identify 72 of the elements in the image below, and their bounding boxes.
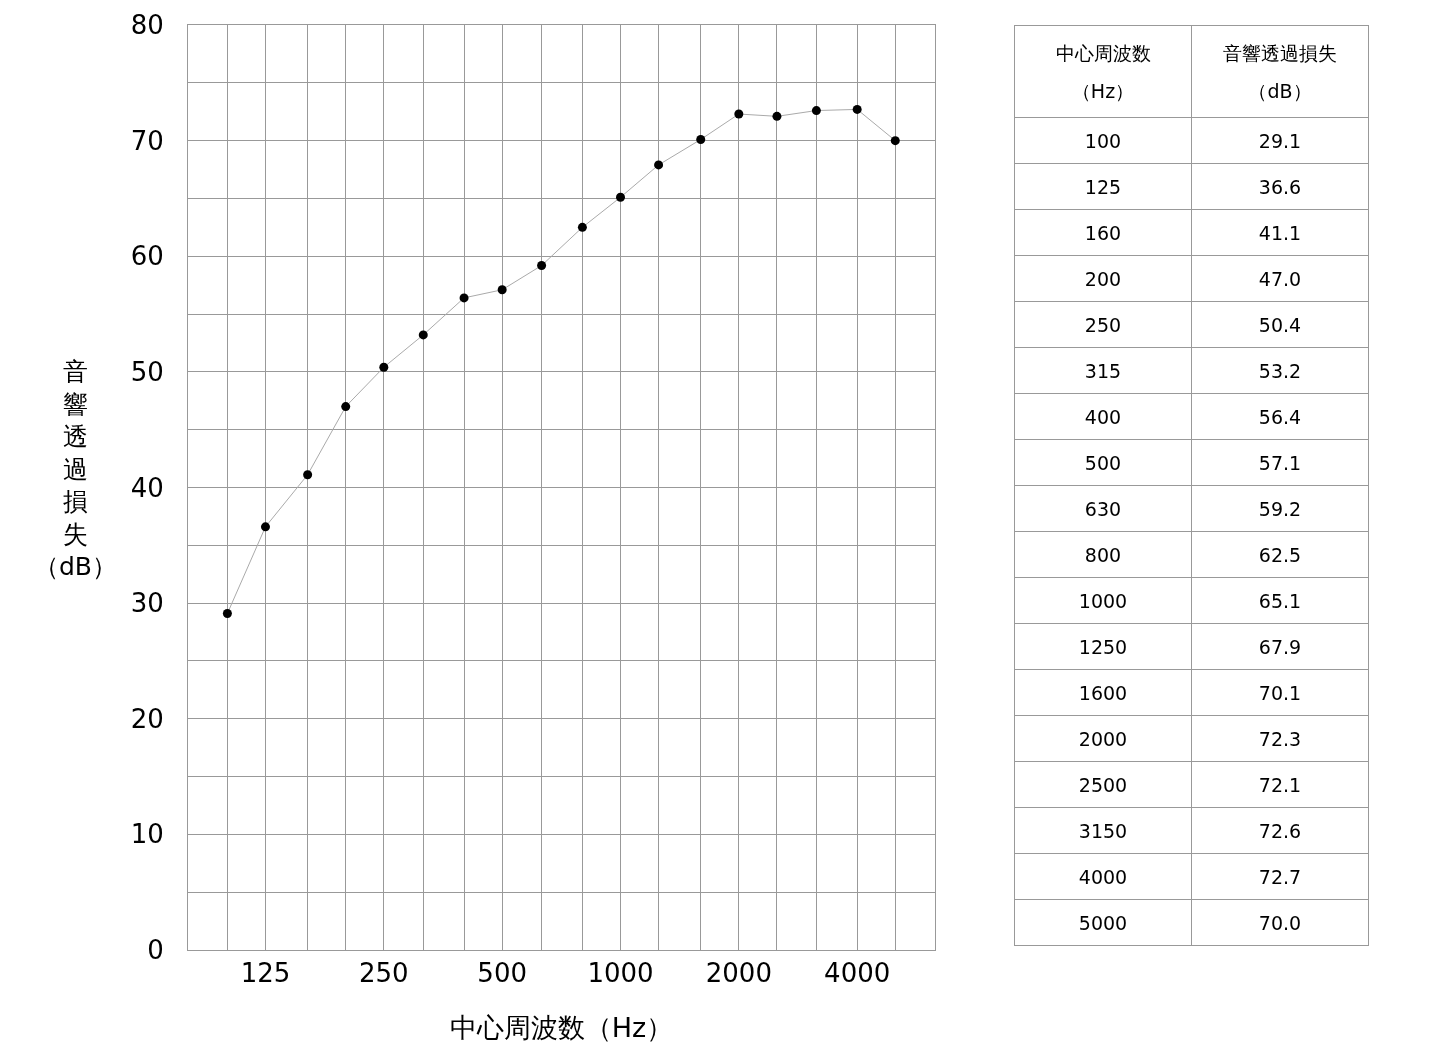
y-axis-title: 音響透過損失（dB） bbox=[34, 357, 118, 581]
text: 中心周波数（Hz） bbox=[1014, 25, 1192, 118]
point bbox=[616, 192, 625, 202]
text: 200 bbox=[1014, 255, 1192, 302]
y-tick-label: 10 bbox=[130, 819, 164, 850]
y-tick-label: 0 bbox=[147, 935, 164, 966]
x-tick-label: 1000 bbox=[587, 958, 654, 989]
text: 315 bbox=[1014, 347, 1192, 394]
text: 67.9 bbox=[1191, 623, 1369, 670]
point bbox=[772, 111, 782, 121]
text: 2500 bbox=[1014, 761, 1192, 808]
text: 100 bbox=[1014, 117, 1192, 164]
x-tick-label: 500 bbox=[477, 958, 527, 989]
point bbox=[341, 402, 351, 412]
point bbox=[497, 285, 507, 295]
text: 70.0 bbox=[1191, 899, 1369, 946]
y-tick-label: 20 bbox=[130, 703, 164, 734]
text: 500 bbox=[1014, 439, 1192, 486]
text: 630 bbox=[1014, 485, 1192, 532]
x-tick-label: 250 bbox=[359, 958, 409, 989]
text: 1250 bbox=[1014, 623, 1192, 670]
text: 800 bbox=[1014, 531, 1192, 578]
point bbox=[890, 136, 900, 146]
point bbox=[577, 222, 587, 232]
text: 4000 bbox=[1014, 853, 1192, 900]
point bbox=[654, 160, 664, 170]
text: 音響透過損失（dB） bbox=[1191, 25, 1369, 118]
point bbox=[811, 106, 821, 116]
text: 5000 bbox=[1014, 899, 1192, 946]
x-tick-label: 4000 bbox=[824, 958, 891, 989]
text: 125 bbox=[1014, 163, 1192, 210]
y-tick-label: 40 bbox=[130, 472, 164, 503]
point bbox=[459, 293, 469, 303]
x-axis-title: 中心周波数（Hz） bbox=[449, 1011, 674, 1043]
text: 70.1 bbox=[1191, 669, 1369, 716]
x-tick-label: 2000 bbox=[705, 958, 772, 989]
text: 47.0 bbox=[1191, 255, 1369, 302]
text: 400 bbox=[1014, 393, 1192, 440]
point bbox=[260, 522, 270, 532]
x-tick-label: 125 bbox=[240, 958, 291, 989]
text: 250 bbox=[1014, 301, 1192, 348]
point bbox=[734, 109, 744, 119]
text: 160 bbox=[1014, 209, 1192, 256]
text: 57.1 bbox=[1191, 439, 1369, 486]
point bbox=[852, 104, 862, 114]
point bbox=[222, 609, 232, 619]
text: 72.6 bbox=[1191, 807, 1369, 854]
text: 2000 bbox=[1014, 715, 1192, 762]
text: 1000 bbox=[1014, 577, 1192, 624]
text: 1600 bbox=[1014, 669, 1192, 716]
y-tick-label: 80 bbox=[130, 10, 164, 41]
text: 59.2 bbox=[1191, 485, 1369, 532]
text: 56.4 bbox=[1191, 393, 1369, 440]
text: 72.7 bbox=[1191, 853, 1369, 900]
text: 72.1 bbox=[1191, 761, 1369, 808]
text: 3150 bbox=[1014, 807, 1192, 854]
point bbox=[537, 261, 547, 270]
point bbox=[379, 362, 389, 372]
text: 41.1 bbox=[1191, 209, 1369, 256]
text: 65.1 bbox=[1191, 577, 1369, 624]
y-tick-label: 60 bbox=[130, 241, 164, 272]
text: 29.1 bbox=[1191, 117, 1369, 164]
text: 72.3 bbox=[1191, 715, 1369, 762]
text: 53.2 bbox=[1191, 347, 1369, 394]
text: 62.5 bbox=[1191, 531, 1369, 578]
text: 36.6 bbox=[1191, 163, 1369, 210]
y-tick-label: 70 bbox=[130, 125, 164, 156]
y-tick-label: 30 bbox=[130, 588, 164, 619]
y-tick-label: 50 bbox=[130, 356, 164, 387]
text: 50.4 bbox=[1191, 301, 1369, 348]
point bbox=[418, 330, 428, 340]
point bbox=[696, 134, 706, 144]
